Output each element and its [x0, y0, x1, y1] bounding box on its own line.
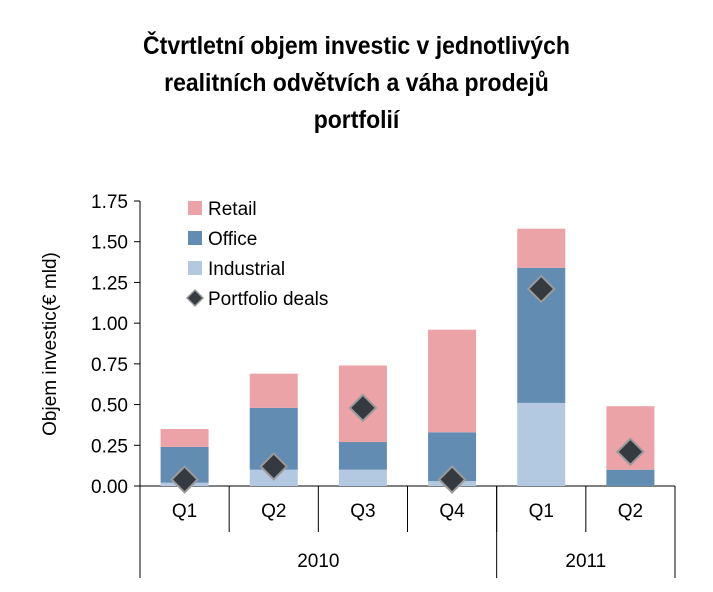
- y-tick-label: 0.00: [91, 477, 128, 498]
- bar-industrial: [338, 469, 387, 486]
- bar-retail: [160, 429, 209, 447]
- bar-retail: [428, 329, 477, 433]
- x-group-label: 2011: [565, 551, 606, 572]
- legend-swatch-industrial: [188, 261, 202, 275]
- portfolio-deal-marker: [616, 437, 645, 467]
- x-tick-label: Q3: [350, 501, 375, 522]
- axes: 0.00 0.25 0.50 0.75 1.00 1.25 1.50 1.75 Q1 Q2 Q3 Q4…: [91, 192, 676, 578]
- x-tick-label: Q2: [261, 501, 286, 522]
- chart-title: Čtvrtletní objem investic v jednotlivých…: [143, 32, 570, 134]
- legend-swatch-retail: [188, 201, 202, 215]
- legend-label: Industrial: [208, 259, 285, 280]
- x-group-label: 2010: [297, 551, 339, 572]
- legend-diamond-icon: [185, 288, 205, 308]
- bar-office: [338, 442, 387, 470]
- legend-label: Portfolio deals: [208, 289, 328, 310]
- y-tick-label: 1.00: [91, 314, 128, 335]
- x-tick-label: Q1: [172, 501, 197, 522]
- x-tick-label: Q2: [618, 501, 643, 522]
- y-tick-label: 1.75: [91, 192, 128, 213]
- legend-swatch-office: [188, 231, 202, 245]
- y-tick-label: 1.50: [91, 233, 128, 254]
- bar-retail: [517, 228, 566, 268]
- portfolio-deal-marker: [170, 465, 199, 494]
- portfolio-deal-marker: [526, 274, 556, 304]
- bar-office: [606, 469, 655, 486]
- y-tick-label: 1.25: [91, 273, 128, 294]
- legend: Retail Office Industrial Portfolio deals: [185, 199, 328, 310]
- portfolio-deal-marker: [259, 452, 289, 481]
- y-axis-title: Objem investic(€ mld): [40, 252, 61, 436]
- portfolio-deal-marker: [348, 393, 378, 423]
- legend-label: Retail: [208, 199, 257, 220]
- bar-retail: [249, 373, 298, 408]
- portfolio-deal-marker: [437, 465, 467, 494]
- bar-industrial: [517, 402, 566, 486]
- y-tick-label: 0.25: [91, 436, 128, 457]
- y-tick-label: 0.75: [91, 355, 128, 376]
- y-tick-label: 0.50: [91, 396, 128, 417]
- legend-label: Office: [208, 229, 257, 250]
- x-tick-label: Q1: [529, 501, 554, 522]
- portfolio-markers: [170, 274, 645, 494]
- x-tick-label: Q4: [439, 501, 465, 522]
